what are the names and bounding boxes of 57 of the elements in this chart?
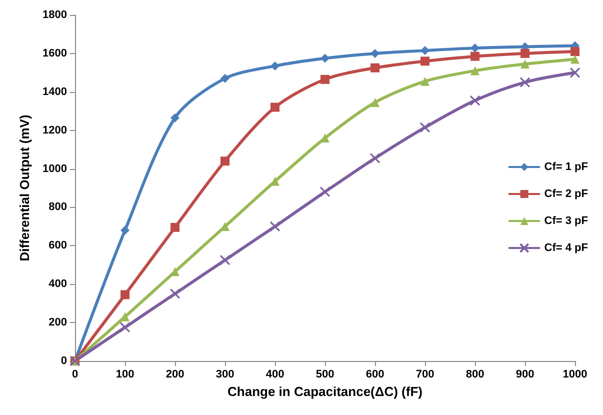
- y-tick-label: 800: [48, 201, 67, 214]
- point: [420, 122, 430, 133]
- point: [420, 56, 430, 66]
- point: [320, 74, 330, 84]
- point: [170, 288, 180, 300]
- y-tick-label: 1600: [42, 47, 67, 60]
- point: [370, 63, 380, 72]
- point: [270, 102, 280, 112]
- x-tick-label: 400: [266, 368, 284, 380]
- point: [520, 76, 530, 88]
- point: [370, 152, 380, 164]
- y-tick-label: 1000: [42, 162, 67, 175]
- y-tick-label: 600: [48, 240, 67, 252]
- x-tick-label: 600: [366, 368, 384, 380]
- point: [320, 186, 330, 198]
- x-tick-label: 1000: [562, 368, 588, 380]
- point: [320, 54, 330, 63]
- point: [520, 60, 530, 69]
- point: [120, 226, 130, 235]
- point: [420, 46, 430, 56]
- point: [420, 76, 430, 86]
- legend-label: Cf= 2 pF: [544, 188, 588, 200]
- point: [170, 113, 180, 122]
- y-tick-label: 0: [60, 355, 67, 367]
- point: [370, 48, 380, 58]
- point: [520, 48, 530, 58]
- x-tick-label: 500: [316, 368, 334, 380]
- legend-label: Cf= 3 pF: [544, 215, 588, 227]
- x-tick-label: 700: [416, 368, 434, 380]
- point: [220, 156, 230, 166]
- y-tick-label: 200: [48, 316, 67, 329]
- y-tick-label: 400: [48, 278, 67, 290]
- point: [470, 52, 480, 61]
- point: [570, 67, 580, 78]
- point: [470, 66, 480, 76]
- y-axis-title: Differential Output (mV): [17, 114, 32, 262]
- x-tick-label: 200: [166, 368, 184, 380]
- point: [120, 322, 130, 333]
- point: [470, 95, 480, 106]
- x-tick-label: 900: [516, 368, 534, 380]
- x-axis-title: Change in Capacitance(ΔC) (fF): [228, 384, 422, 399]
- y-tick-label: 1800: [42, 9, 67, 21]
- point: [570, 47, 580, 56]
- x-tick-label: 0: [72, 368, 78, 380]
- legend-label: Cf= 4 pF: [544, 242, 588, 254]
- point: [220, 74, 230, 83]
- x-tick-label: 800: [466, 368, 484, 380]
- point: [570, 54, 580, 64]
- point: [120, 290, 130, 300]
- x-tick-label: 300: [216, 368, 234, 380]
- x-tick-label: 100: [116, 368, 134, 380]
- y-tick-label: 1200: [42, 124, 67, 136]
- legend-label: Cf= 1 pF: [544, 161, 588, 173]
- point: [170, 222, 180, 232]
- point: [370, 98, 380, 107]
- point: [270, 61, 280, 70]
- y-tick-label: 1400: [42, 86, 67, 98]
